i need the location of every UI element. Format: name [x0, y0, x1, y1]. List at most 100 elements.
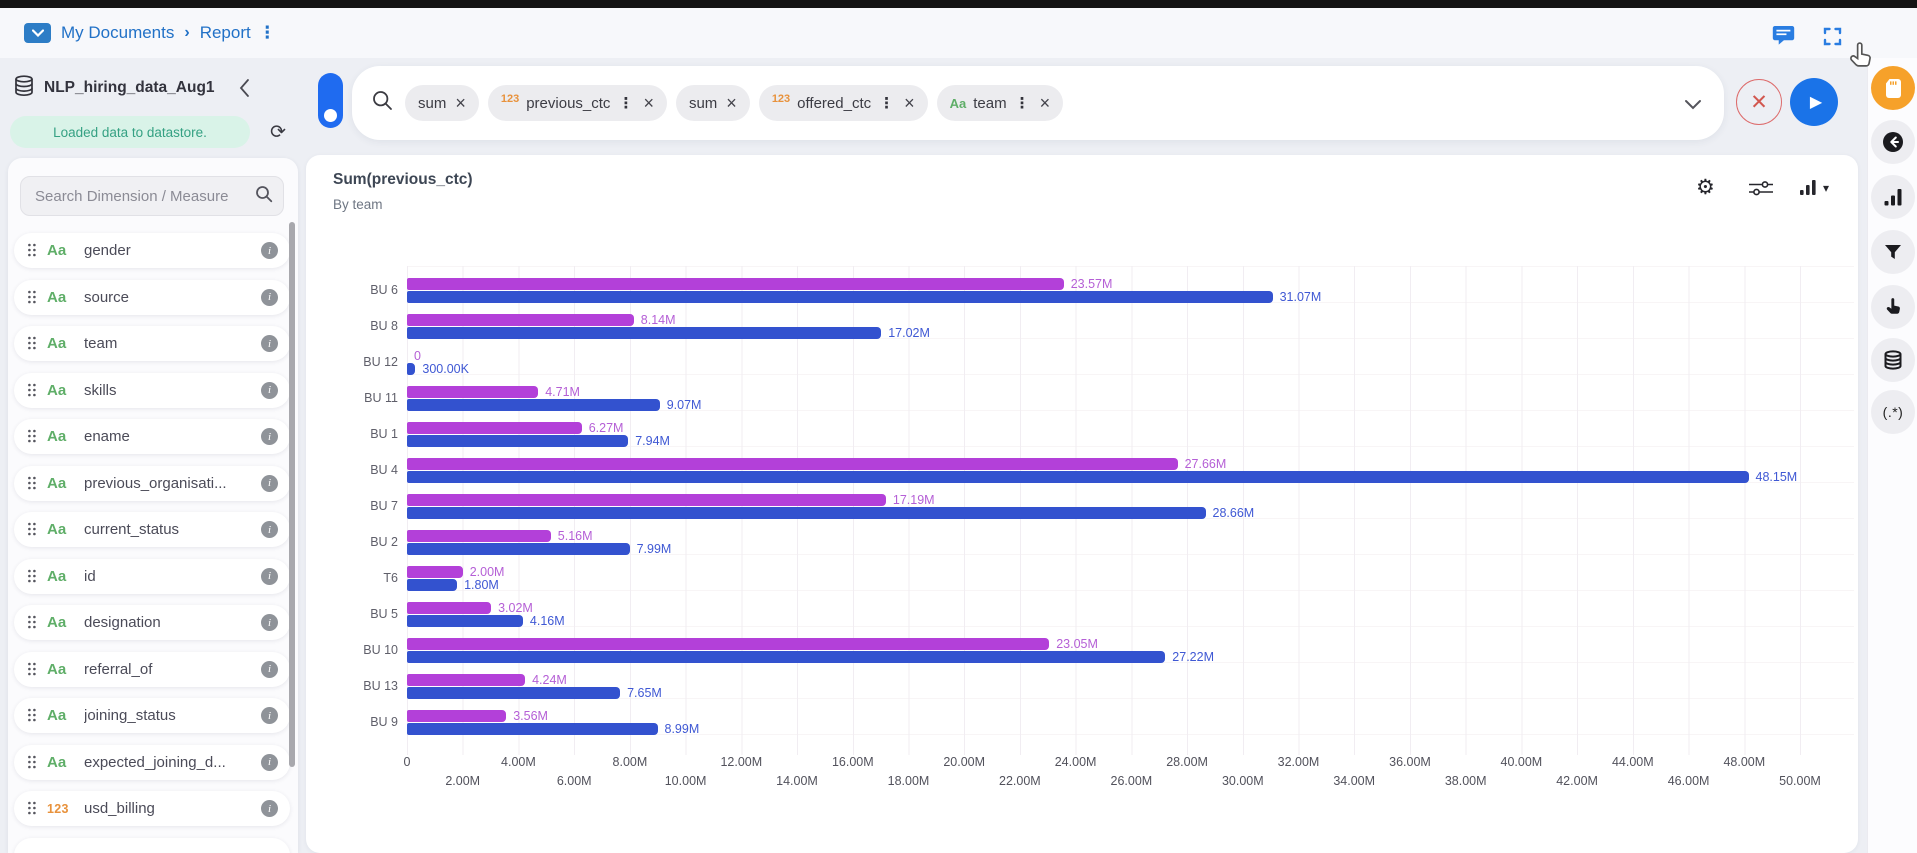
- refresh-icon[interactable]: ⟳: [270, 121, 286, 143]
- drag-handle-icon[interactable]: [28, 708, 36, 723]
- query-chip-sum[interactable]: sum ×: [405, 85, 479, 121]
- field-item-team[interactable]: Aa team i: [14, 326, 290, 361]
- datasource-title: NLP_hiring_data_Aug1: [44, 79, 215, 96]
- field-item-expected_joining_d[interactable]: Aa expected_joining_d... i: [14, 744, 290, 780]
- chip-close-icon[interactable]: ×: [1039, 93, 1051, 113]
- field-name: id: [84, 567, 96, 585]
- drag-handle-icon[interactable]: [28, 522, 36, 537]
- field-name: referral_of: [84, 660, 153, 678]
- field-item-joining_status[interactable]: Aa joining_status i: [14, 698, 290, 733]
- clear-query-button[interactable]: ✕: [1736, 79, 1782, 125]
- chevron-down-icon[interactable]: [1684, 97, 1702, 115]
- info-icon[interactable]: i: [261, 242, 278, 259]
- field-item-ename[interactable]: Aa ename i: [14, 419, 290, 454]
- report-menu-icon[interactable]: ⋮: [258, 23, 276, 42]
- drag-handle-icon[interactable]: [28, 755, 36, 770]
- chart-type-selector[interactable]: ▾: [1800, 179, 1829, 195]
- info-icon[interactable]: i: [261, 474, 278, 492]
- chip-menu-icon[interactable]: ⋮: [618, 95, 634, 112]
- field-item-source[interactable]: Aa source i: [14, 279, 290, 315]
- x-tick: 34.00M: [1333, 774, 1376, 788]
- info-icon[interactable]: i: [261, 288, 278, 306]
- value-label-previous_ctc: 23.57M: [1070, 276, 1113, 291]
- x-tick: 2.00M: [445, 774, 481, 788]
- query-chip-sum[interactable]: sum ×: [675, 85, 750, 121]
- run-query-button[interactable]: ▶: [1790, 78, 1838, 126]
- gear-icon[interactable]: ⚙: [1696, 176, 1715, 199]
- chip-menu-icon[interactable]: ⋮: [1014, 95, 1030, 112]
- field-item-designation[interactable]: Aa designation i: [14, 605, 290, 640]
- breadcrumb-root-link[interactable]: My Documents: [61, 23, 175, 42]
- breadcrumb-current-link[interactable]: Report: [199, 23, 251, 42]
- drag-handle-icon[interactable]: [28, 476, 36, 491]
- field-item-usd_billing[interactable]: 123 usd_billing i: [14, 791, 290, 826]
- bar-offered_ctc: [407, 326, 882, 339]
- bar-previous_ctc: [407, 637, 1050, 650]
- field-item-partial[interactable]: [14, 837, 290, 853]
- field-item-skills[interactable]: Aa skills i: [14, 372, 290, 408]
- drag-handle-icon[interactable]: [28, 801, 36, 816]
- drag-handle-icon[interactable]: [28, 290, 36, 305]
- field-item-id[interactable]: Aa id i: [14, 558, 290, 594]
- info-icon[interactable]: i: [261, 707, 278, 724]
- query-chip-previous_ctc[interactable]: 123 previous_ctc ⋮ ×: [487, 85, 667, 121]
- drag-handle-icon[interactable]: [28, 615, 36, 630]
- value-label-previous_ctc: 5.16M: [557, 528, 593, 543]
- category-label: BU 2: [370, 535, 398, 549]
- field-item-previous_organisati[interactable]: Aa previous_organisati... i: [14, 465, 290, 501]
- field-item-referral_of[interactable]: Aa referral_of i: [14, 651, 290, 687]
- drag-handle-icon[interactable]: [28, 429, 36, 444]
- chip-close-icon[interactable]: ×: [643, 93, 654, 113]
- collapse-sidebar-icon[interactable]: [234, 76, 254, 100]
- chip-close-icon[interactable]: ×: [904, 93, 915, 113]
- category-label: BU 13: [363, 679, 398, 693]
- fullscreen-icon[interactable]: [1823, 27, 1842, 51]
- pointer-hand-icon[interactable]: [1871, 285, 1915, 329]
- field-item-current_status[interactable]: Aa current_status i: [14, 512, 290, 547]
- category-label: BU 7: [370, 499, 398, 513]
- query-chip-offered_ctc[interactable]: 123 offered_ctc ⋮ ×: [758, 85, 928, 121]
- chart-icon[interactable]: [1871, 175, 1915, 219]
- x-tick: 24.00M: [1054, 755, 1097, 769]
- chip-close-icon[interactable]: ×: [455, 93, 466, 113]
- drag-handle-icon[interactable]: [28, 569, 36, 584]
- storage-card-icon[interactable]: [1871, 66, 1915, 110]
- chip-label: offered_ctc: [797, 94, 872, 112]
- filter-icon[interactable]: [1871, 230, 1915, 274]
- regex-icon[interactable]: (.*): [1871, 390, 1915, 434]
- info-icon[interactable]: i: [261, 335, 278, 352]
- info-icon[interactable]: i: [261, 521, 278, 538]
- info-icon[interactable]: i: [261, 428, 278, 445]
- query-mode-toggle[interactable]: [318, 73, 343, 128]
- chip-menu-icon[interactable]: ⋮: [879, 95, 895, 112]
- datastore-icon[interactable]: [1871, 338, 1915, 382]
- value-label-offered_ctc: 1.80M: [464, 577, 499, 592]
- query-bar[interactable]: sum × 123 previous_ctc ⋮ × sum × 123 offered_ctc ⋮…: [352, 66, 1724, 140]
- chip-close-icon[interactable]: ×: [726, 93, 737, 113]
- back-icon[interactable]: [1871, 120, 1915, 164]
- info-icon[interactable]: i: [261, 614, 278, 631]
- folder-icon[interactable]: [24, 23, 51, 43]
- info-icon[interactable]: i: [261, 660, 278, 678]
- category-label: BU 4: [370, 463, 398, 477]
- drag-handle-icon[interactable]: [28, 662, 36, 677]
- field-type-badge: Aa: [47, 707, 67, 724]
- value-label-offered_ctc: 27.22M: [1172, 649, 1214, 664]
- chart-card: Sum(previous_ctc) By team ⚙ ▾ BU 6 23.57M…: [306, 155, 1858, 853]
- sidebar-scrollbar[interactable]: [289, 222, 295, 767]
- search-input[interactable]: [35, 187, 255, 205]
- drag-handle-icon[interactable]: [28, 243, 36, 258]
- info-icon[interactable]: i: [261, 381, 278, 399]
- field-item-gender[interactable]: Aa gender i: [14, 233, 290, 268]
- value-label-offered_ctc: 7.65M: [627, 685, 662, 700]
- query-chip-team[interactable]: Aa team ⋮ ×: [936, 85, 1064, 121]
- drag-handle-icon[interactable]: [28, 383, 36, 398]
- sliders-icon[interactable]: [1748, 180, 1774, 202]
- value-label-offered_ctc: 8.99M: [664, 721, 700, 736]
- dimension-search[interactable]: [20, 176, 284, 216]
- info-icon[interactable]: i: [261, 567, 278, 585]
- comments-icon[interactable]: [1772, 25, 1795, 51]
- info-icon[interactable]: i: [261, 800, 278, 817]
- info-icon[interactable]: i: [261, 753, 278, 771]
- drag-handle-icon[interactable]: [28, 336, 36, 351]
